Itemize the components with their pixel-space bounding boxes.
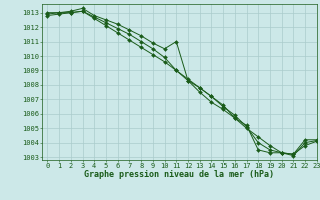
X-axis label: Graphe pression niveau de la mer (hPa): Graphe pression niveau de la mer (hPa) <box>84 170 274 179</box>
